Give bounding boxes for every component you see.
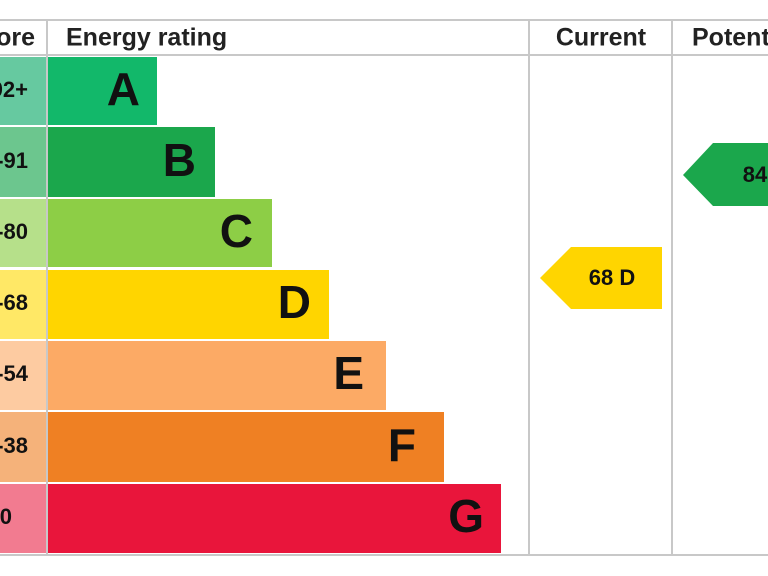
current-rating: 68 D bbox=[589, 265, 635, 290]
band-bar bbox=[48, 341, 386, 410]
score-range: 39-54 bbox=[0, 361, 29, 386]
band-bar bbox=[48, 412, 444, 482]
table-lines bbox=[0, 19, 768, 556]
score-range: 92+ bbox=[0, 77, 28, 102]
band-bar bbox=[48, 270, 329, 339]
score-range: 81-91 bbox=[0, 148, 28, 173]
band-letter: A bbox=[107, 63, 140, 115]
band-letter: C bbox=[220, 205, 253, 257]
band-letter: G bbox=[448, 490, 484, 542]
band-letter: D bbox=[278, 276, 311, 328]
potential-header: Potential bbox=[692, 24, 768, 52]
potential-rating: 84 B bbox=[743, 162, 768, 187]
current-arrow bbox=[540, 247, 662, 309]
band-bar bbox=[48, 484, 501, 553]
score-range: 69-80 bbox=[0, 219, 28, 244]
score-cell bbox=[0, 127, 46, 197]
score-cell bbox=[0, 270, 46, 339]
score-header: Score bbox=[0, 24, 35, 52]
band-letter: E bbox=[333, 347, 364, 399]
score-cell bbox=[0, 412, 46, 482]
energy-rating-header: Energy rating bbox=[66, 24, 227, 52]
score-range: 21-38 bbox=[0, 433, 28, 458]
score-cell bbox=[0, 57, 46, 125]
score-range: 55-68 bbox=[0, 290, 28, 315]
score-cell bbox=[0, 199, 46, 267]
band-bar bbox=[48, 199, 272, 267]
score-cell bbox=[0, 341, 46, 410]
score-range: 1-20 bbox=[0, 504, 12, 529]
current-header: Current bbox=[556, 24, 647, 52]
band-bar bbox=[48, 57, 157, 125]
potential-arrow bbox=[683, 143, 768, 206]
band-letter: F bbox=[388, 419, 416, 471]
band-bar bbox=[48, 127, 215, 197]
band-letter: B bbox=[163, 134, 196, 186]
score-cell bbox=[0, 484, 46, 553]
